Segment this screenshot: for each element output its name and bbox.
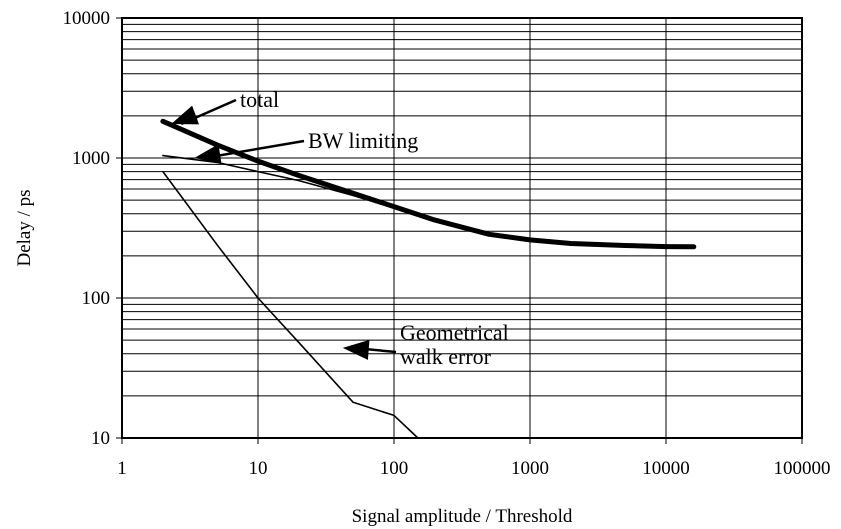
x-tick-label: 100: [380, 458, 409, 479]
annotation-label: total: [240, 87, 279, 112]
annotation-label: Geometrical: [400, 320, 509, 345]
annotation-label: walk error: [400, 344, 492, 369]
tick-labels: 1 10 100 1000 10000 100000 10 100 1000 10000: [63, 8, 831, 479]
annotation-arrowhead: [194, 144, 222, 164]
y-tick-label: 10000: [63, 8, 111, 29]
y-tick-label: 100: [82, 288, 111, 309]
x-tick-label: 1: [117, 458, 127, 479]
x-tick-label: 10: [249, 458, 268, 479]
y-tick-label: 1000: [72, 148, 110, 169]
series-line-geometrical-walk-error: [162, 170, 419, 439]
x-tick-label: 1000: [511, 458, 549, 479]
annotation-arrowhead: [171, 105, 200, 125]
x-tick-label: 100000: [774, 458, 831, 479]
y-axis-title: Delay / ps: [14, 189, 35, 266]
annotation-label: BW limiting: [308, 128, 418, 153]
x-axis-title: Signal amplitude / Threshold: [352, 506, 573, 527]
annotation-arrowhead: [342, 339, 370, 360]
series-layer: [160, 118, 697, 439]
series-line-total: [160, 118, 697, 250]
grid: [122, 18, 802, 438]
plot-frame: [121, 17, 803, 439]
annotation-arrow: [204, 139, 305, 160]
x-tick-label: 10000: [642, 458, 690, 479]
y-tick-label: 10: [91, 428, 110, 449]
